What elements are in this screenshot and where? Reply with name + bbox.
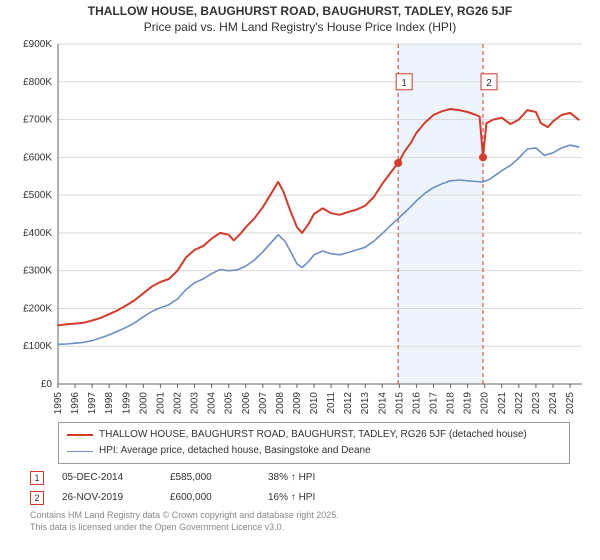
svg-text:£800K: £800K <box>23 77 52 88</box>
svg-text:1: 1 <box>401 78 407 89</box>
legend-row: THALLOW HOUSE, BAUGHURST ROAD, BAUGHURST… <box>67 427 561 443</box>
event-price: £585,000 <box>170 468 250 488</box>
svg-text:£200K: £200K <box>23 303 52 314</box>
svg-text:£400K: £400K <box>23 228 52 239</box>
svg-text:2003: 2003 <box>190 392 201 415</box>
svg-text:2002: 2002 <box>172 392 183 415</box>
attribution: Contains HM Land Registry data © Crown c… <box>30 510 570 533</box>
svg-text:2016: 2016 <box>411 392 422 415</box>
svg-text:2000: 2000 <box>138 392 149 415</box>
svg-text:2022: 2022 <box>514 392 525 415</box>
svg-text:2015: 2015 <box>394 392 405 415</box>
svg-text:2010: 2010 <box>309 392 320 415</box>
svg-text:1996: 1996 <box>70 392 81 415</box>
svg-text:2008: 2008 <box>275 392 286 415</box>
event-badge: 1 <box>30 471 44 485</box>
svg-text:£300K: £300K <box>23 266 52 277</box>
svg-text:2004: 2004 <box>207 392 218 415</box>
svg-text:£600K: £600K <box>23 152 52 163</box>
svg-text:2018: 2018 <box>446 392 457 415</box>
svg-text:2005: 2005 <box>224 392 235 415</box>
svg-text:2024: 2024 <box>548 392 559 415</box>
svg-text:2023: 2023 <box>531 392 542 415</box>
event-price: £600,000 <box>170 488 250 508</box>
svg-text:2013: 2013 <box>360 392 371 415</box>
svg-text:2020: 2020 <box>480 392 491 415</box>
svg-text:2019: 2019 <box>463 392 474 415</box>
svg-text:2009: 2009 <box>292 392 303 415</box>
legend-label: HPI: Average price, detached house, Basi… <box>99 443 371 459</box>
event-delta: 16% ↑ HPI <box>268 488 358 508</box>
event-row: 1 05-DEC-2014 £585,000 38% ↑ HPI <box>30 468 570 488</box>
svg-text:1999: 1999 <box>121 392 132 415</box>
svg-text:2011: 2011 <box>326 392 337 414</box>
svg-text:£700K: £700K <box>23 115 52 126</box>
line-chart-svg: £0 £100K £200K £300K £400K £500K £600K £700K £80… <box>0 36 600 416</box>
event-date: 05-DEC-2014 <box>62 468 152 488</box>
svg-text:2012: 2012 <box>343 392 354 415</box>
event-date: 26-NOV-2019 <box>62 488 152 508</box>
svg-text:2021: 2021 <box>497 392 508 415</box>
chart-title-main: THALLOW HOUSE, BAUGHURST ROAD, BAUGHURST… <box>10 4 590 18</box>
chart-title-block: THALLOW HOUSE, BAUGHURST ROAD, BAUGHURST… <box>0 0 600 36</box>
svg-text:1995: 1995 <box>53 392 64 415</box>
svg-text:2007: 2007 <box>258 392 269 415</box>
svg-text:£900K: £900K <box>23 39 52 50</box>
chart-title-sub: Price paid vs. HM Land Registry's House … <box>10 20 590 34</box>
svg-text:£500K: £500K <box>23 190 52 201</box>
svg-text:2025: 2025 <box>565 392 576 415</box>
legend: THALLOW HOUSE, BAUGHURST ROAD, BAUGHURST… <box>58 422 570 464</box>
event-row: 2 26-NOV-2019 £600,000 16% ↑ HPI <box>30 488 570 508</box>
attribution-line-2: This data is licensed under the Open Gov… <box>30 522 570 534</box>
events-table: 1 05-DEC-2014 £585,000 38% ↑ HPI 2 26-NOV-201… <box>30 468 570 508</box>
svg-text:£100K: £100K <box>23 341 52 352</box>
svg-text:1997: 1997 <box>87 392 98 415</box>
event-delta: 38% ↑ HPI <box>268 468 358 488</box>
svg-text:1998: 1998 <box>104 392 115 415</box>
svg-text:2017: 2017 <box>429 392 440 415</box>
svg-text:£0: £0 <box>41 379 53 390</box>
event-badge: 2 <box>30 491 44 505</box>
legend-row: HPI: Average price, detached house, Basi… <box>67 443 561 459</box>
svg-text:2006: 2006 <box>241 392 252 415</box>
legend-swatch <box>67 434 93 436</box>
svg-text:2014: 2014 <box>377 392 388 415</box>
chart-area: £0 £100K £200K £300K £400K £500K £600K £700K £80… <box>0 36 600 416</box>
attribution-line-1: Contains HM Land Registry data © Crown c… <box>30 510 570 522</box>
svg-text:2001: 2001 <box>155 392 166 415</box>
legend-label: THALLOW HOUSE, BAUGHURST ROAD, BAUGHURST… <box>99 427 527 443</box>
legend-swatch <box>67 451 93 452</box>
svg-text:2: 2 <box>486 78 492 89</box>
